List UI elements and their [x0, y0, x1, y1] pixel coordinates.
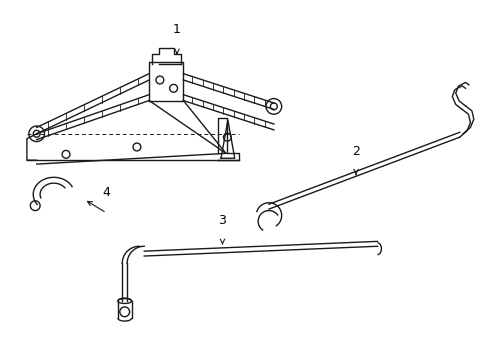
Text: 2: 2	[351, 145, 359, 158]
Text: 4: 4	[102, 186, 110, 199]
Text: 3: 3	[218, 214, 226, 227]
Text: 1: 1	[173, 23, 181, 36]
